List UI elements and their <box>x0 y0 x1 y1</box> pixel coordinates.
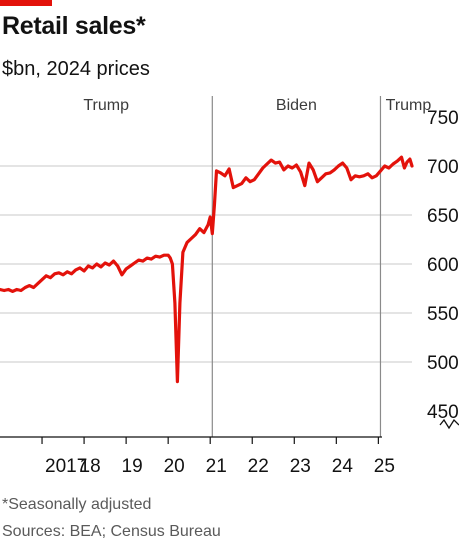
x-tick-label-24: 24 <box>332 456 354 477</box>
y-tick-label-450: 450 <box>427 402 459 423</box>
period-label-1: Biden <box>276 97 317 114</box>
x-tick-label-18: 18 <box>80 456 101 477</box>
x-tick-label-2017: 2017 <box>45 456 87 477</box>
y-tick-label-550: 550 <box>427 304 459 325</box>
chart-title: Retail sales* <box>2 12 146 40</box>
x-tick-label-22: 22 <box>248 456 269 477</box>
footnote: *Seasonally adjusted <box>2 496 152 513</box>
x-tick-label-21: 21 <box>206 456 227 477</box>
period-dividers: Trump Biden Trump <box>83 96 431 437</box>
y-tick-label-750: 750 <box>427 108 459 129</box>
period-label-2: Trump <box>386 97 432 114</box>
y-axis-break-mark <box>439 418 459 430</box>
y-axis-ticks: 450 500 550 600 650 700 750 <box>427 108 459 430</box>
chart-subtitle: $bn, 2024 prices <box>2 58 150 80</box>
x-tick-label-23: 23 <box>290 456 311 477</box>
y-tick-label-700: 700 <box>427 157 459 178</box>
y-tick-label-500: 500 <box>427 353 459 374</box>
y-tick-label-650: 650 <box>427 206 459 227</box>
source-note: Sources: BEA; Census Bureau <box>2 523 221 540</box>
period-label-0: Trump <box>83 97 129 114</box>
x-tick-label-19: 19 <box>122 456 143 477</box>
brand-red-tag <box>0 0 52 6</box>
series-layer <box>0 155 414 384</box>
gridlines <box>0 165 412 363</box>
series-line-0 <box>0 155 414 384</box>
y-tick-label-600: 600 <box>427 255 459 276</box>
x-tick-label-20: 20 <box>164 456 185 477</box>
x-tick-label-25: 25 <box>374 456 395 477</box>
